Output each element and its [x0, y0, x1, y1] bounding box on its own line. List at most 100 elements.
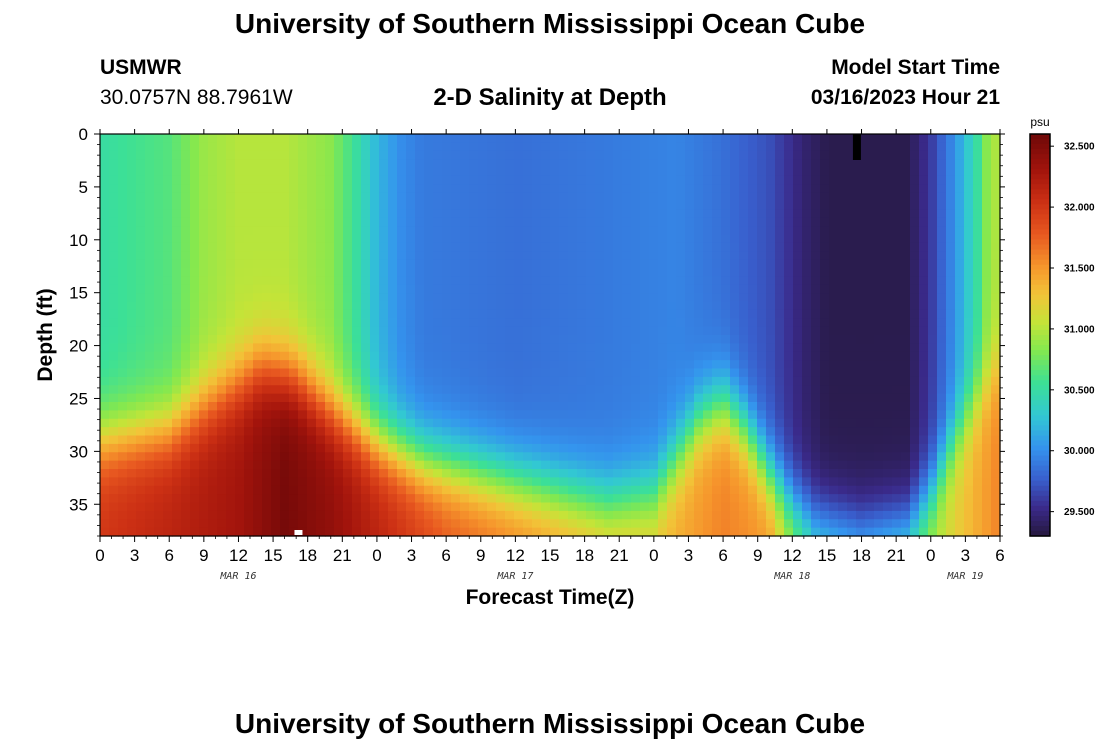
- heatmap-cell: [352, 234, 362, 244]
- heatmap-cell: [514, 268, 524, 277]
- heatmap-cell: [676, 460, 686, 470]
- heatmap-cell: [388, 452, 398, 462]
- heatmap-cell: [865, 494, 875, 504]
- heatmap-cell: [586, 134, 596, 143]
- heatmap-cell: [208, 385, 218, 395]
- heatmap-cell: [307, 234, 317, 244]
- heatmap-cell: [325, 142, 335, 152]
- heatmap-cell: [109, 268, 119, 277]
- heatmap-cell: [316, 443, 326, 453]
- heatmap-cell: [667, 226, 677, 236]
- heatmap-cell: [334, 393, 344, 403]
- heatmap-cell: [262, 335, 272, 344]
- heatmap-cell: [577, 469, 587, 478]
- heatmap-cell: [505, 477, 515, 487]
- heatmap-cell: [253, 184, 263, 194]
- heatmap-cell: [316, 184, 326, 194]
- heatmap-cell: [244, 159, 254, 169]
- heatmap-cell: [847, 326, 857, 336]
- heatmap-cell: [334, 477, 344, 487]
- heatmap-cell: [568, 268, 578, 277]
- heatmap-cell: [532, 335, 542, 344]
- heatmap-cell: [964, 175, 974, 185]
- heatmap-cell: [523, 527, 533, 537]
- heatmap-cell: [496, 184, 506, 194]
- heatmap-cell: [217, 494, 227, 504]
- heatmap-cell: [253, 268, 263, 277]
- heatmap-cell: [757, 477, 767, 487]
- heatmap-cell: [694, 510, 704, 520]
- heatmap-cell: [991, 418, 1001, 428]
- heatmap-cell: [424, 276, 434, 286]
- heatmap-cell: [658, 519, 668, 529]
- heatmap-cell: [514, 510, 524, 520]
- heatmap-cell: [181, 351, 191, 361]
- heatmap-cell: [289, 494, 299, 504]
- heatmap-cell: [658, 234, 668, 244]
- heatmap-cell: [415, 150, 425, 160]
- heatmap-cell: [910, 184, 920, 194]
- heatmap-cell: [379, 159, 389, 169]
- heatmap-cell: [721, 167, 731, 177]
- heatmap-cell: [199, 159, 209, 169]
- heatmap-cell: [676, 435, 686, 445]
- heatmap-cell: [271, 209, 281, 219]
- heatmap-cell: [226, 376, 236, 386]
- heatmap-cell: [685, 159, 695, 169]
- heatmap-cell: [127, 376, 137, 386]
- heatmap-cell: [361, 469, 371, 478]
- heatmap-cell: [802, 251, 812, 261]
- heatmap-cell: [712, 293, 722, 303]
- heatmap-cell: [433, 192, 443, 202]
- heatmap-cell: [982, 477, 992, 487]
- heatmap-cell: [145, 284, 155, 294]
- heatmap-cell: [568, 234, 578, 244]
- heatmap-cell: [145, 360, 155, 370]
- heatmap-cell: [226, 452, 236, 462]
- heatmap-cell: [271, 251, 281, 261]
- heatmap-cell: [901, 268, 911, 277]
- heatmap-cell: [820, 284, 830, 294]
- heatmap-cell: [586, 427, 596, 437]
- heatmap-cell: [559, 184, 569, 194]
- heatmap-cell: [559, 150, 569, 160]
- heatmap-cell: [703, 452, 713, 462]
- heatmap-cell: [676, 402, 686, 411]
- heatmap-cell: [739, 217, 749, 227]
- heatmap-cell: [730, 284, 740, 294]
- heatmap-cell: [361, 494, 371, 504]
- heatmap-cell: [712, 192, 722, 202]
- heatmap-cell: [811, 410, 821, 420]
- heatmap-cell: [766, 301, 776, 311]
- heatmap-cell: [946, 527, 956, 537]
- heatmap-cell: [658, 502, 668, 512]
- heatmap-cell: [514, 527, 524, 537]
- heatmap-cell: [721, 527, 731, 537]
- heatmap-cell: [253, 276, 263, 286]
- heatmap-cell: [622, 234, 632, 244]
- heatmap-cell: [100, 242, 110, 252]
- heatmap-cell: [289, 410, 299, 420]
- heatmap-cell: [829, 477, 839, 487]
- heatmap-cell: [802, 485, 812, 495]
- heatmap-cell: [586, 494, 596, 504]
- heatmap-cell: [991, 402, 1001, 411]
- heatmap-cell: [784, 301, 794, 311]
- heatmap-cell: [847, 477, 857, 487]
- heatmap-cell: [181, 477, 191, 487]
- heatmap-cell: [442, 251, 452, 261]
- heatmap-cell: [847, 485, 857, 495]
- heatmap-cell: [757, 502, 767, 512]
- heatmap-cell: [100, 134, 110, 143]
- heatmap-cell: [118, 318, 128, 328]
- heatmap-cell: [667, 167, 677, 177]
- heatmap-cell: [478, 301, 488, 311]
- heatmap-cell: [991, 427, 1001, 437]
- heatmap-cell: [343, 234, 353, 244]
- heatmap-cell: [973, 502, 983, 512]
- heatmap-cell: [370, 159, 380, 169]
- heatmap-cell: [667, 443, 677, 453]
- heatmap-cell: [469, 167, 479, 177]
- heatmap-cell: [649, 134, 659, 143]
- heatmap-cell: [766, 418, 776, 428]
